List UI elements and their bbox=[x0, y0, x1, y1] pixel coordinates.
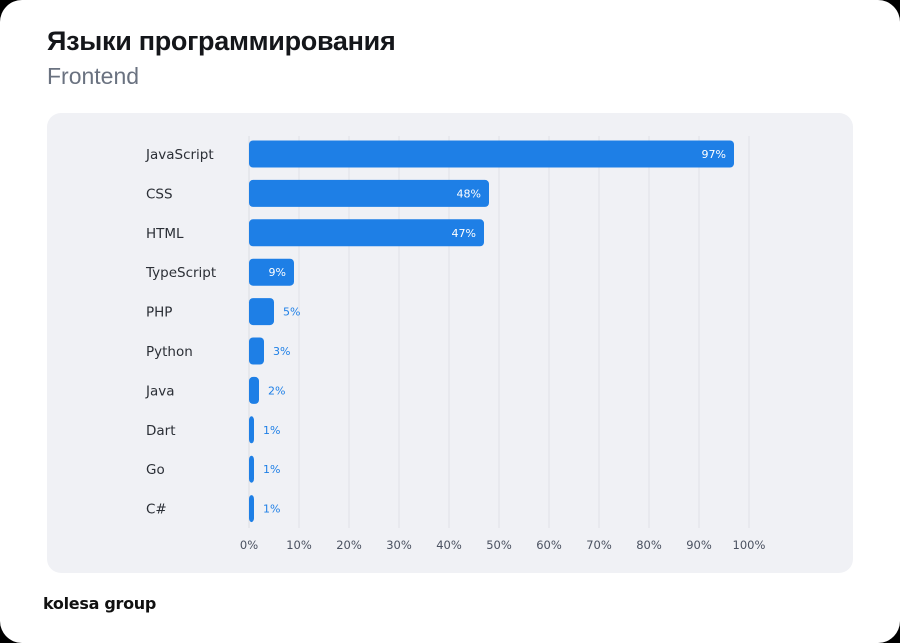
bar bbox=[249, 258, 294, 286]
bar bbox=[249, 376, 259, 404]
bar bbox=[249, 140, 734, 168]
x-tick-label: 30% bbox=[386, 538, 412, 552]
page-subtitle: Frontend bbox=[47, 63, 140, 89]
value-label: 1% bbox=[263, 503, 280, 516]
category-label: TypeScript bbox=[145, 265, 216, 281]
category-label: C# bbox=[146, 502, 167, 518]
x-tick-label: 60% bbox=[536, 538, 562, 552]
bar bbox=[249, 298, 274, 326]
category-label: JavaScript bbox=[145, 147, 214, 163]
category-label: CSS bbox=[146, 186, 173, 202]
x-tick-label: 20% bbox=[336, 538, 362, 552]
x-tick-label: 40% bbox=[436, 538, 462, 552]
value-label: 48% bbox=[457, 187, 481, 200]
category-label: Python bbox=[146, 344, 193, 360]
x-tick-label: 100% bbox=[733, 538, 766, 552]
brand-logo: kolesa group bbox=[43, 594, 157, 613]
category-label: Go bbox=[146, 462, 165, 478]
x-tick-label: 80% bbox=[636, 538, 662, 552]
value-label: 9% bbox=[269, 266, 286, 279]
bar bbox=[249, 219, 484, 247]
value-label: 5% bbox=[283, 306, 300, 319]
bar bbox=[249, 416, 254, 444]
x-tick-label: 50% bbox=[486, 538, 512, 552]
page-title: Языки программирования bbox=[47, 26, 396, 56]
value-label: 3% bbox=[273, 345, 290, 358]
category-label: PHP bbox=[146, 305, 172, 321]
x-tick-label: 0% bbox=[240, 538, 258, 552]
bar bbox=[249, 337, 264, 365]
category-label: HTML bbox=[146, 226, 184, 242]
value-label: 1% bbox=[263, 424, 280, 437]
category-label: Java bbox=[145, 383, 175, 399]
x-tick-label: 70% bbox=[586, 538, 612, 552]
x-tick-label: 90% bbox=[686, 538, 712, 552]
value-label: 1% bbox=[263, 463, 280, 476]
bar bbox=[249, 495, 254, 523]
value-label: 2% bbox=[268, 384, 285, 397]
value-label: 47% bbox=[452, 227, 476, 240]
category-label: Dart bbox=[146, 423, 176, 439]
bar bbox=[249, 455, 254, 483]
value-label: 97% bbox=[702, 148, 726, 161]
bar bbox=[249, 179, 489, 207]
x-tick-label: 10% bbox=[286, 538, 312, 552]
